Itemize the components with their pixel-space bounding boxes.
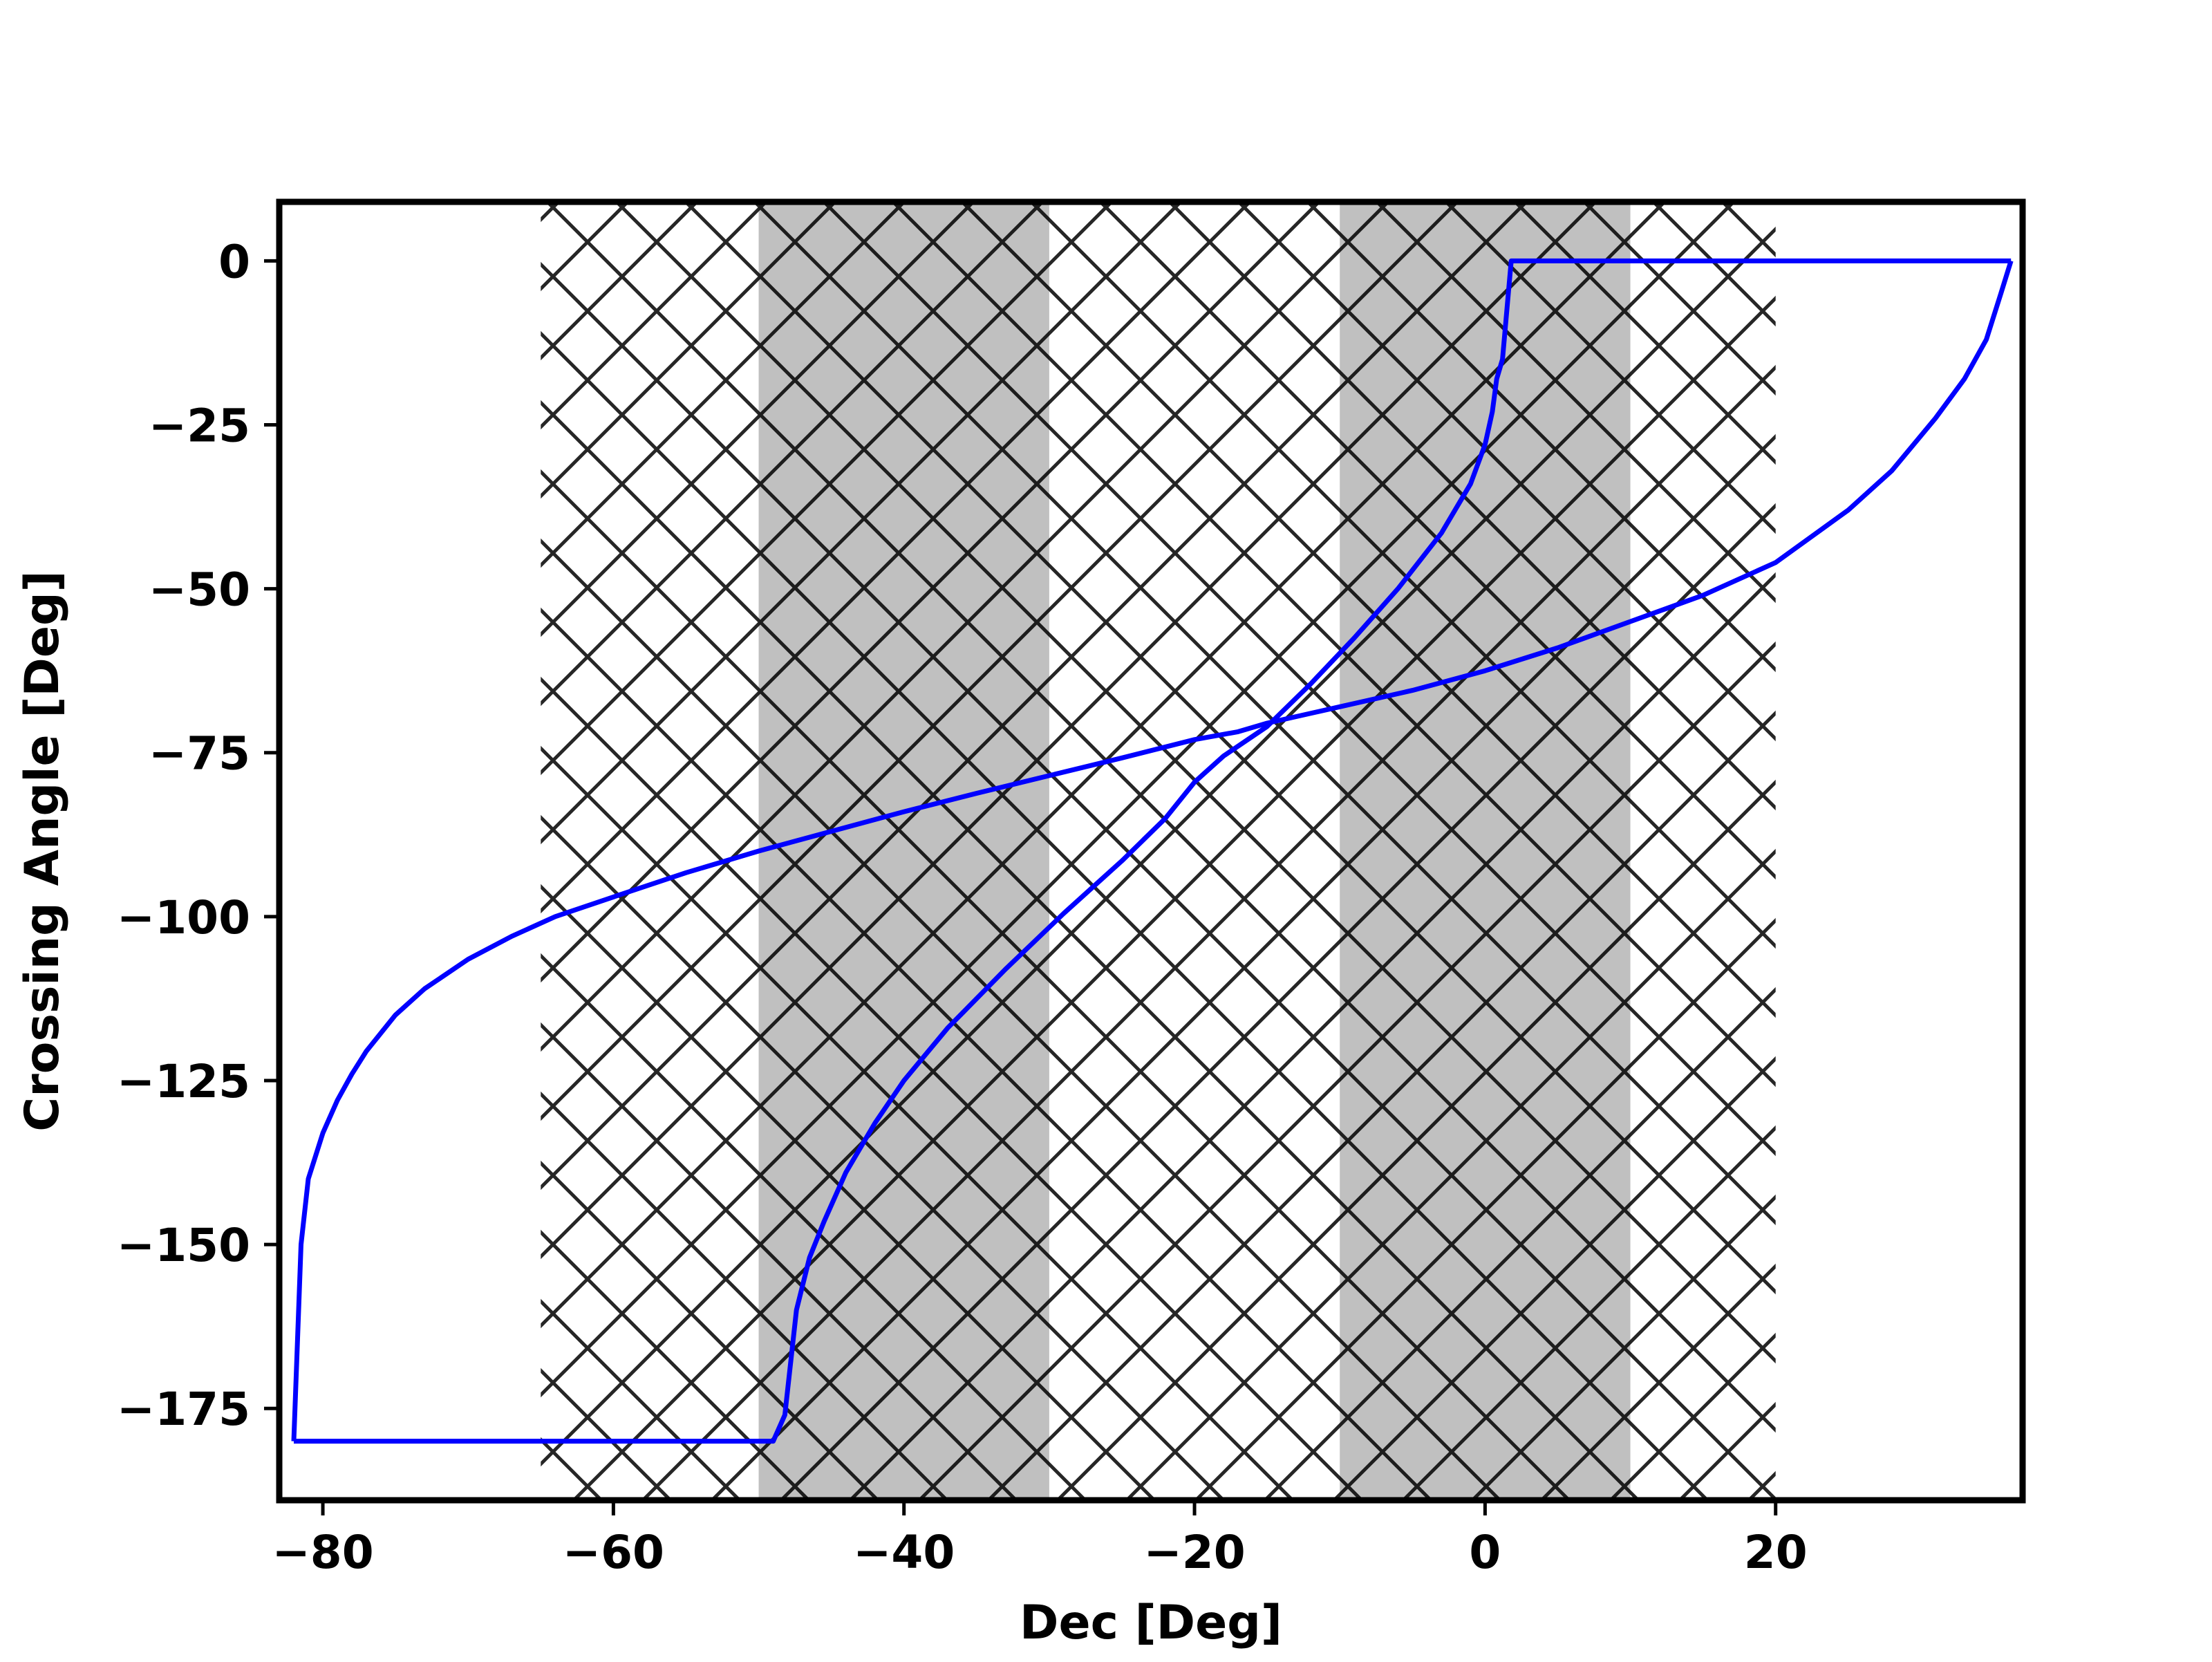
y-tick-label: −50 xyxy=(149,563,250,617)
x-tick-label: −20 xyxy=(1143,1526,1245,1579)
y-axis-label: Crossing Angle [Deg] xyxy=(15,570,70,1131)
y-tick-label: −75 xyxy=(149,727,250,781)
y-tick-label: −125 xyxy=(117,1055,250,1108)
series-line-2 xyxy=(294,258,2012,1444)
x-tick-label: 20 xyxy=(1744,1526,1808,1579)
crosshatch-region xyxy=(541,202,1776,1500)
x-axis-label: Dec [Deg] xyxy=(1020,1596,1282,1650)
x-tick-label: −80 xyxy=(272,1526,373,1579)
y-tick-label: −25 xyxy=(149,399,250,452)
y-tick-label: 0 xyxy=(218,235,250,288)
data-series xyxy=(291,258,2014,1444)
x-tick-label: −60 xyxy=(563,1526,664,1579)
x-tick-label: −40 xyxy=(853,1526,955,1579)
y-tick-label: −100 xyxy=(117,891,250,944)
series-line-1 xyxy=(291,260,2014,1441)
y-tick-label: −150 xyxy=(117,1219,250,1272)
y-tick-label: −175 xyxy=(117,1383,250,1436)
x-axis: −80 −60 −40 −20 0 20 xyxy=(272,1500,1808,1579)
plot-frame xyxy=(276,198,2026,1504)
y-axis: 0 −25 −50 −75 −100 −125 −150 −175 xyxy=(117,235,279,1436)
x-tick-label: 0 xyxy=(1469,1526,1501,1579)
hatched-region xyxy=(541,202,1776,1500)
